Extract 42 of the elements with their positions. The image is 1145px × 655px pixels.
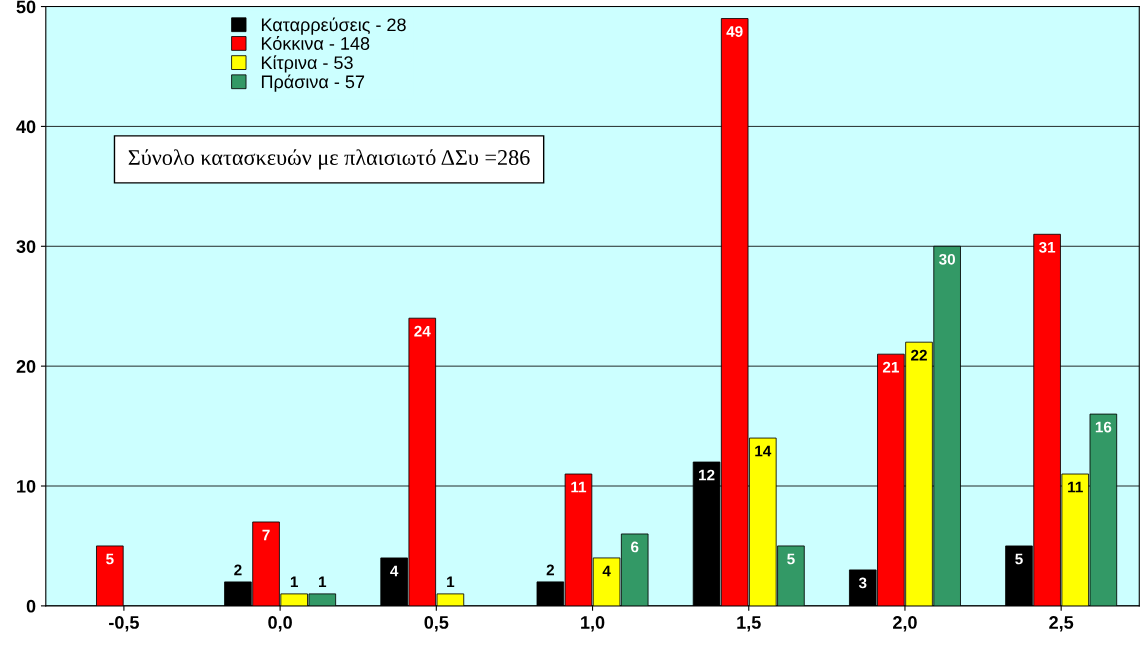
x-tick-label: 1,5: [737, 616, 761, 632]
data-label: 6: [631, 541, 639, 553]
data-label: 2: [234, 564, 242, 576]
y-tick-label: 50: [16, 0, 36, 14]
x-tick-label: -0,5: [109, 616, 139, 632]
data-label: 11: [571, 481, 587, 493]
data-label: 1: [447, 576, 455, 588]
data-label: 5: [1015, 553, 1023, 565]
data-label: 1: [290, 576, 298, 588]
y-tick-label: 0: [26, 599, 36, 613]
data-label: 31: [1038, 241, 1056, 253]
data-label: 12: [699, 469, 715, 481]
data-label: 4: [602, 565, 611, 577]
data-label: 5: [106, 553, 114, 565]
y-tick-label: 40: [16, 120, 36, 134]
x-tick-label: 2,5: [1049, 616, 1074, 632]
legend-label: Πράσινα - 57: [261, 74, 365, 92]
x-tick-label: 1,0: [581, 616, 605, 632]
legend-label: Κίτρινα - 53: [261, 55, 353, 73]
legend-label: Καταρρεύσεις - 28: [261, 17, 406, 35]
data-label: 24: [414, 325, 431, 337]
data-label: 3: [858, 577, 867, 589]
y-tick-label: 10: [17, 479, 36, 493]
data-label: 2: [546, 564, 554, 576]
data-label: 7: [262, 529, 270, 541]
data-label: 22: [911, 349, 927, 361]
data-label: 1: [319, 576, 327, 588]
data-label: 21: [882, 361, 899, 373]
y-tick-label: 30: [16, 240, 36, 254]
data-label: 5: [787, 553, 795, 565]
data-label: 49: [726, 26, 743, 37]
data-label: 16: [1095, 421, 1112, 433]
x-tick-label: 2,0: [893, 616, 917, 632]
x-tick-label: 0,5: [424, 616, 449, 632]
data-label: 30: [938, 253, 956, 265]
annotation: Σύνολο κατασκευών με πλαισιωτό ΔΣυ =286: [128, 149, 530, 170]
y-tick-label: 20: [16, 360, 36, 373]
data-label: 11: [1068, 481, 1083, 493]
data-label: 14: [755, 445, 772, 457]
data-label: 4: [390, 565, 399, 577]
legend-label: Κόκκινα - 148: [261, 36, 370, 50]
x-tick-label: 0,0: [268, 616, 292, 632]
